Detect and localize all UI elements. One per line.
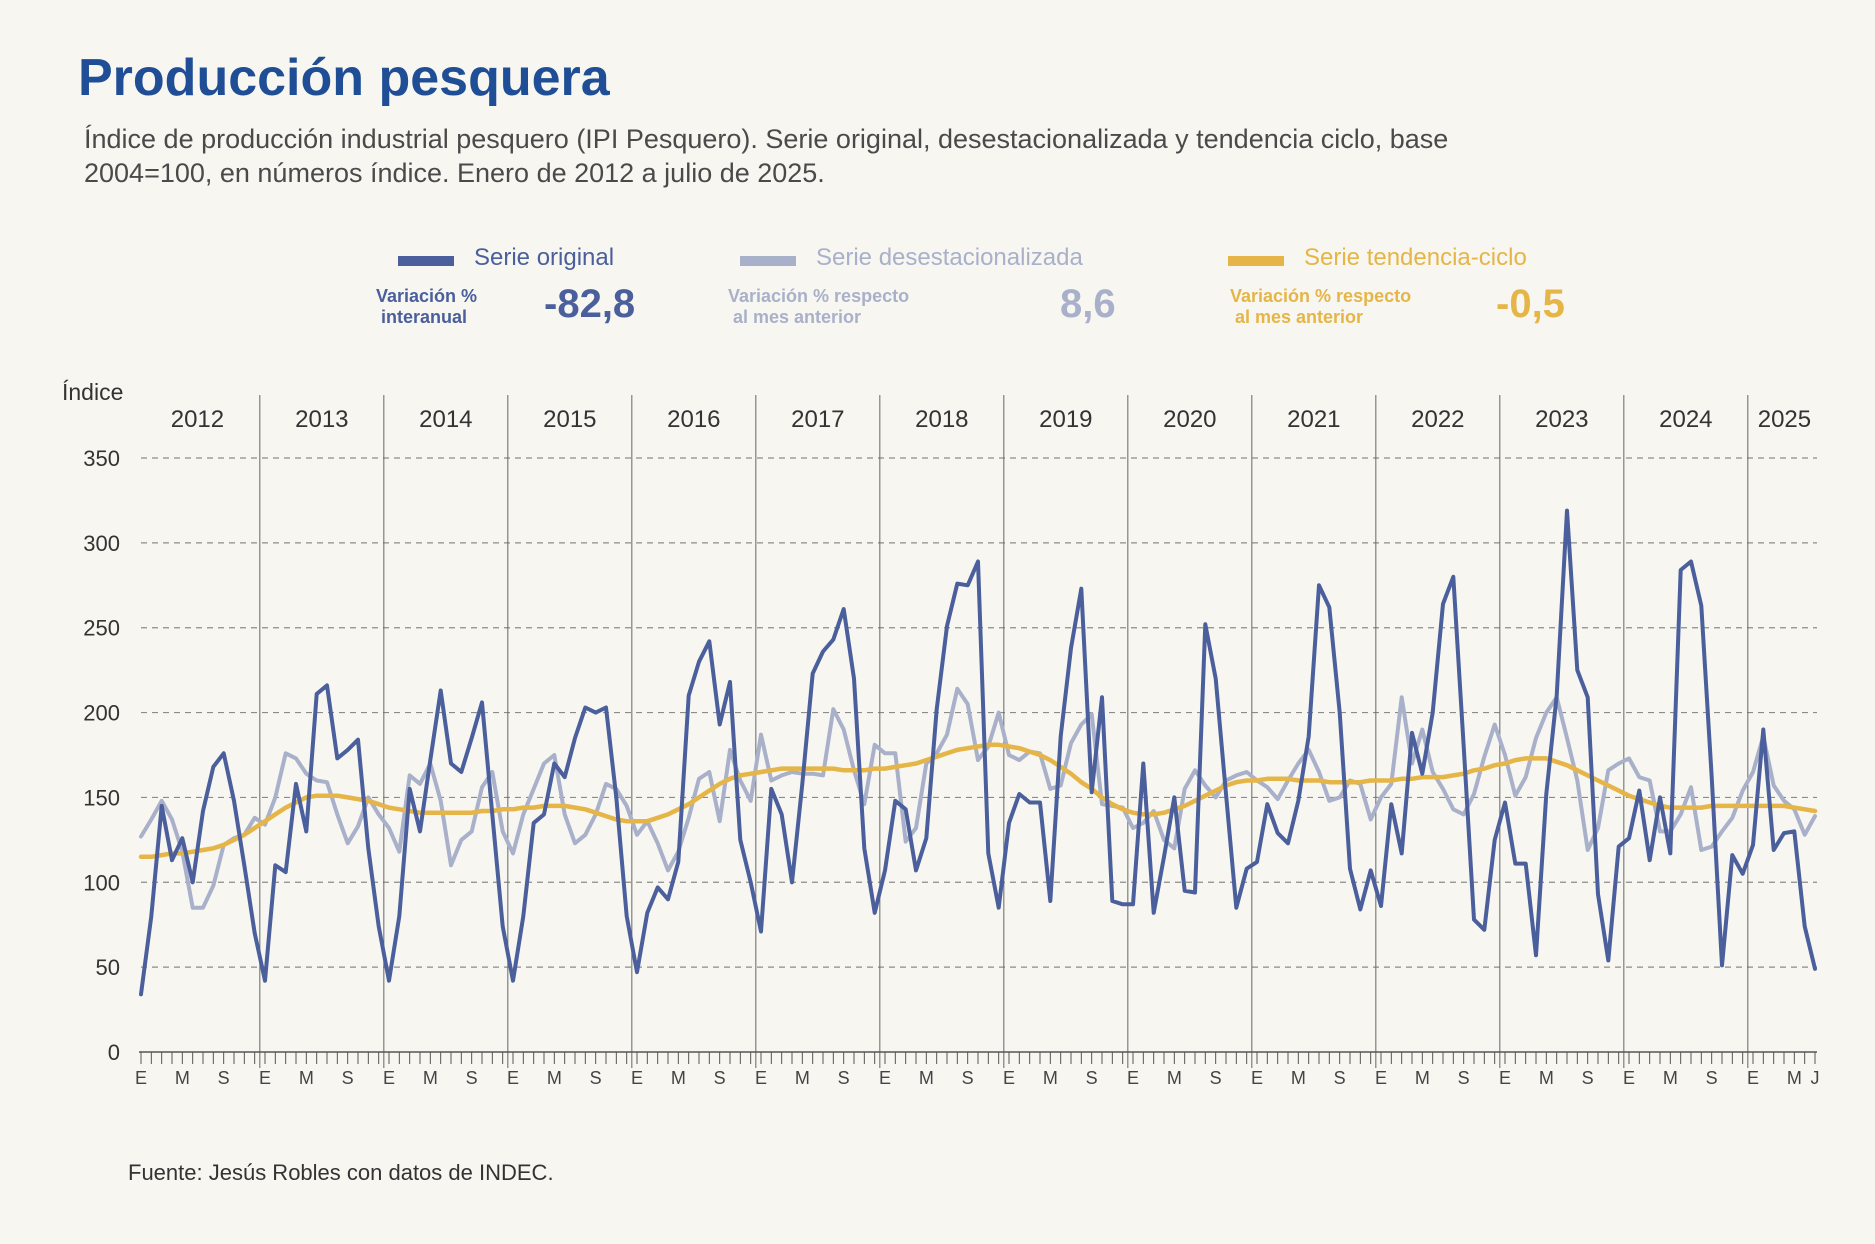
month-tick-label: M	[919, 1068, 934, 1088]
y-axis-title: Índice	[62, 379, 123, 405]
month-tick-label: S	[1210, 1068, 1222, 1088]
page-subtitle: Índice de producción industrial pesquero…	[84, 124, 1449, 188]
month-tick-label: E	[755, 1068, 767, 1088]
month-tick-label: M	[1291, 1068, 1306, 1088]
legend-trend-var-label: Variación % respecto al mes anterior	[1230, 286, 1412, 327]
series-original-line	[139, 508, 1817, 997]
month-tick-label: S	[1334, 1068, 1346, 1088]
legend-original-var-label: Variación % interanual	[376, 286, 478, 327]
month-tick-label: M	[1787, 1068, 1802, 1088]
series-trend-line	[138, 742, 1818, 860]
month-tick-label: E	[259, 1068, 271, 1088]
month-tick-label: E	[1251, 1068, 1263, 1088]
month-tick-label: M	[175, 1068, 190, 1088]
page-title: Producción pesquera	[78, 49, 610, 107]
month-tick-label: S	[466, 1068, 478, 1088]
month-tick-label: S	[1086, 1068, 1098, 1088]
month-tick-label: S	[590, 1068, 602, 1088]
month-tick-label: M	[423, 1068, 438, 1088]
month-tick-label: S	[1706, 1068, 1718, 1088]
month-tick-label: S	[1458, 1068, 1470, 1088]
year-label: 2025	[1758, 406, 1811, 433]
legend-desest-label: Serie desestacionalizada	[816, 244, 1083, 271]
month-tick-label: E	[507, 1068, 519, 1088]
year-label: 2012	[171, 406, 224, 433]
month-tick-label: E	[631, 1068, 643, 1088]
month-tick-label: S	[714, 1068, 726, 1088]
legend-desest-swatch	[740, 256, 796, 266]
year-label: 2023	[1535, 406, 1588, 433]
legend-desest-var-value: 8,6	[1060, 282, 1116, 326]
month-tick-label: M	[1415, 1068, 1430, 1088]
legend-trend-swatch	[1228, 256, 1284, 266]
legend-desest-var-label: Variación % respecto al mes anterior	[728, 286, 910, 327]
year-label: 2021	[1287, 406, 1340, 433]
y-tick-label: 250	[83, 616, 120, 641]
month-tick-label: M	[547, 1068, 562, 1088]
year-label: 2013	[295, 406, 348, 433]
month-tick-label: J	[1811, 1068, 1820, 1088]
year-label: 2016	[667, 406, 720, 433]
legend-original-swatch	[398, 256, 454, 266]
y-tick-label: 50	[96, 955, 120, 980]
month-tick-label: E	[1747, 1068, 1759, 1088]
month-tick-label: S	[218, 1068, 230, 1088]
month-tick-label: E	[1499, 1068, 1511, 1088]
source-note: Fuente: Jesús Robles con datos de INDEC.	[128, 1160, 554, 1185]
y-tick-label: 200	[83, 701, 120, 726]
year-label: 2024	[1659, 406, 1712, 433]
year-label: 2022	[1411, 406, 1464, 433]
year-label: 2018	[915, 406, 968, 433]
month-tick-label: S	[342, 1068, 354, 1088]
month-tick-label: S	[962, 1068, 974, 1088]
month-tick-label: M	[1167, 1068, 1182, 1088]
month-tick-label: E	[879, 1068, 891, 1088]
legend-trend-label: Serie tendencia-ciclo	[1304, 244, 1527, 271]
month-tick-label: M	[1539, 1068, 1554, 1088]
y-tick-label: 150	[83, 785, 120, 810]
month-tick-label: M	[795, 1068, 810, 1088]
month-tick-label: M	[1043, 1068, 1058, 1088]
legend-original-var-value: -82,8	[544, 282, 636, 326]
year-label: 2017	[791, 406, 844, 433]
y-tick-label: 350	[83, 446, 120, 471]
series-desest-line	[139, 686, 1817, 910]
y-tick-label: 0	[108, 1040, 120, 1065]
y-tick-label: 100	[83, 870, 120, 895]
month-tick-label: E	[383, 1068, 395, 1088]
year-label: 2014	[419, 406, 472, 433]
year-label: 2019	[1039, 406, 1092, 433]
month-tick-label: S	[1582, 1068, 1594, 1088]
month-tick-label: S	[838, 1068, 850, 1088]
month-tick-label: M	[671, 1068, 686, 1088]
legend-original-label: Serie original	[474, 244, 615, 271]
month-tick-label: E	[1003, 1068, 1015, 1088]
legend-trend-var-value: -0,5	[1496, 282, 1565, 326]
month-tick-label: M	[299, 1068, 314, 1088]
month-tick-label: E	[1623, 1068, 1635, 1088]
month-tick-label: M	[1663, 1068, 1678, 1088]
year-label: 2020	[1163, 406, 1216, 433]
month-tick-label: E	[1375, 1068, 1387, 1088]
month-tick-label: E	[1127, 1068, 1139, 1088]
y-tick-label: 300	[83, 531, 120, 556]
month-tick-label: E	[135, 1068, 147, 1088]
year-label: 2015	[543, 406, 596, 433]
